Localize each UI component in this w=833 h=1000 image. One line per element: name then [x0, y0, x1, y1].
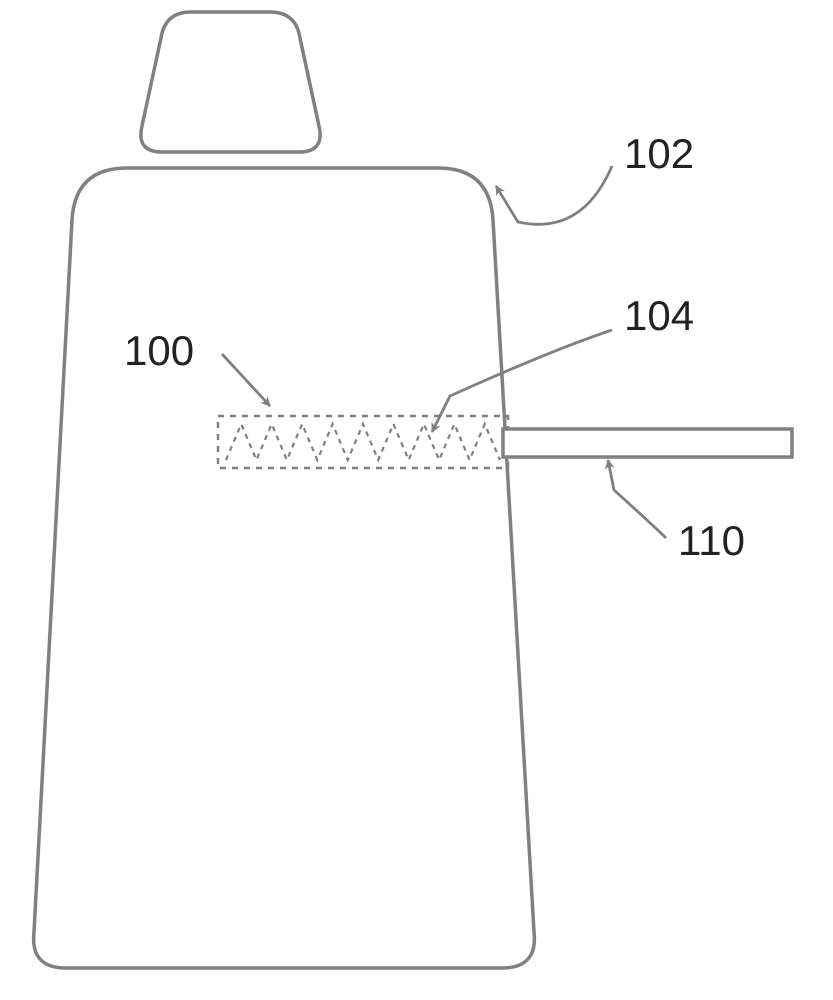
- seat-back-outline: [34, 168, 535, 968]
- headrest-outline: [141, 12, 320, 152]
- patent-figure: [0, 0, 833, 1000]
- label-104: 104: [624, 292, 694, 340]
- leader-110: [608, 460, 666, 538]
- leader-102: [496, 166, 612, 224]
- label-100: 100: [124, 327, 194, 375]
- label-110: 110: [678, 517, 745, 565]
- heating-element-zigzag: [226, 424, 500, 460]
- leader-100: [222, 354, 270, 406]
- protruding-element: [503, 429, 792, 457]
- label-102: 102: [624, 130, 694, 178]
